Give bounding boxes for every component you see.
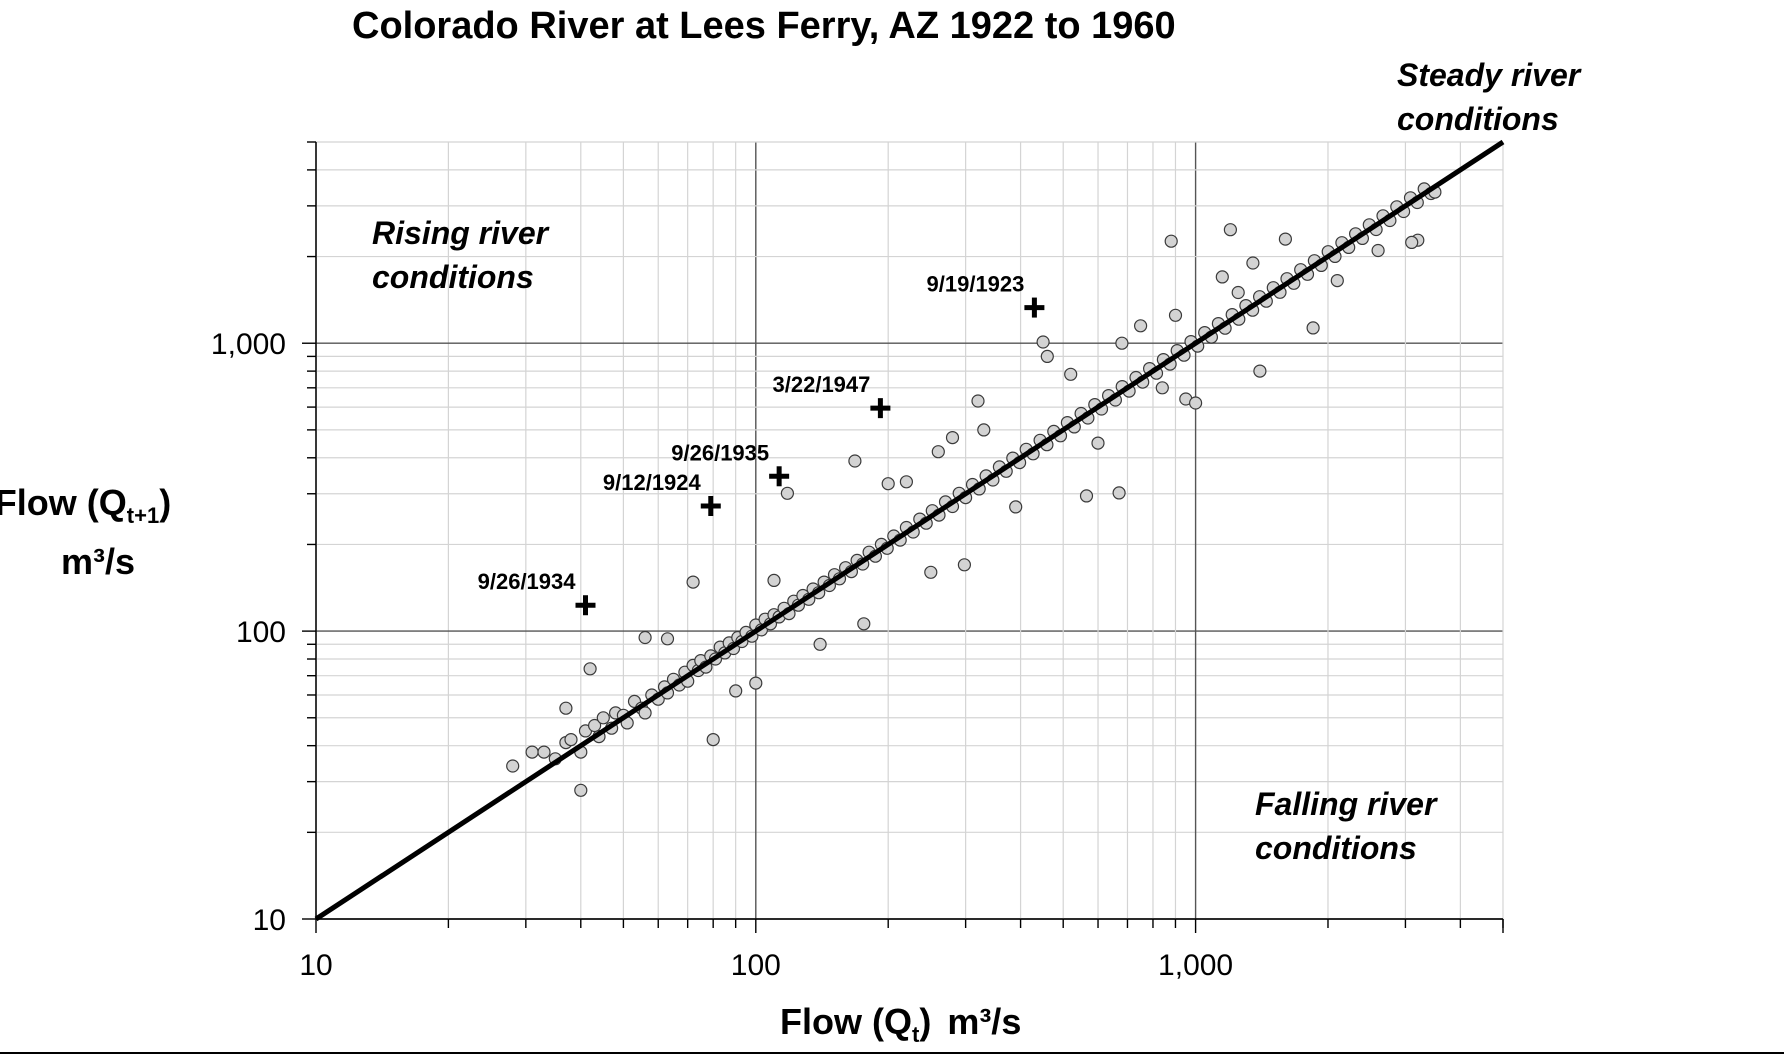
- data-point: [1306, 321, 1320, 335]
- data-point: [1009, 500, 1023, 514]
- data-point: [574, 783, 588, 797]
- data-point: [1155, 381, 1169, 395]
- data-point: [1246, 256, 1260, 270]
- event-marker: 9/26/1935: [671, 440, 790, 487]
- data-point: [924, 565, 938, 579]
- data-point: [1253, 364, 1267, 378]
- data-point: [1168, 308, 1183, 322]
- data-point: [1405, 235, 1419, 249]
- data-point: [957, 558, 972, 572]
- data-point: [506, 759, 520, 773]
- data-point: [848, 454, 862, 468]
- tick-labels: 10 100 1,000 10 100 1,000: [211, 328, 1233, 982]
- data-point: [780, 486, 795, 500]
- chart-title: Colorado River at Lees Ferry, AZ 1922 to…: [352, 5, 1176, 47]
- data-point: [537, 745, 551, 759]
- event-date-label: 9/26/1935: [671, 440, 769, 465]
- data-point: [1231, 285, 1245, 300]
- data-point: [1064, 367, 1078, 381]
- data-point: [1371, 243, 1385, 258]
- data-point: [1079, 489, 1094, 503]
- data-point: [1040, 349, 1054, 363]
- y-axis-title-unit: m³/s: [61, 541, 135, 582]
- data-point: [729, 684, 743, 698]
- data-point: [977, 423, 991, 437]
- data-point: [559, 701, 573, 715]
- event-date-label: 9/19/1923: [927, 272, 1025, 297]
- region-label-rising: Rising river conditions: [372, 215, 557, 295]
- data-point: [813, 637, 827, 651]
- x-axis-title: Flow (Qt) m³/s: [780, 1001, 1021, 1047]
- region-label-falling-line1: Falling river: [1255, 786, 1438, 822]
- region-label-steady: Steady river conditions: [1397, 57, 1589, 137]
- data-point: [638, 630, 652, 645]
- data-point: [596, 711, 610, 725]
- data-point: [564, 732, 578, 747]
- data-point: [899, 475, 914, 489]
- region-label-rising-line2: conditions: [372, 259, 534, 295]
- x-tick-label: 10: [299, 949, 332, 982]
- plot-grid: [315, 141, 1504, 920]
- region-label-steady-line1: Steady river: [1397, 57, 1582, 93]
- data-point: [945, 431, 960, 445]
- data-point: [1278, 232, 1293, 246]
- data-point: [857, 617, 871, 631]
- data-point: [1115, 336, 1129, 350]
- x-tick-label: 100: [731, 949, 781, 982]
- data-point: [1223, 223, 1238, 237]
- axes: [302, 141, 1504, 933]
- data-point: [525, 745, 539, 759]
- event-marker: 3/22/1947: [773, 372, 891, 419]
- region-label-steady-line2: conditions: [1397, 101, 1559, 137]
- event-marker: 9/12/1924: [603, 470, 721, 517]
- y-axis-title-close: ): [159, 482, 171, 523]
- event-date-label: 3/22/1947: [773, 372, 871, 397]
- x-axis-title-unit: m³/s: [947, 1001, 1021, 1042]
- data-point: [767, 573, 781, 588]
- data-point: [1036, 335, 1050, 349]
- highlighted-events: 9/19/1923 3/22/1947 9/26/1935 9/12/1924 9/26…: [478, 272, 1045, 616]
- y-tick-label: 100: [236, 616, 286, 649]
- y-tick-label: 1,000: [211, 328, 286, 361]
- x-axis-title-main: Flow (Q: [780, 1001, 912, 1042]
- x-axis-title-sub: t: [912, 1022, 920, 1047]
- data-point: [971, 394, 985, 408]
- region-label-falling-line2: conditions: [1255, 830, 1417, 866]
- data-point: [1164, 234, 1178, 248]
- y-axis-title-sub: t+1: [127, 503, 159, 528]
- data-point: [1330, 274, 1344, 288]
- data-point: [881, 477, 895, 491]
- event-marker: 9/26/1934: [478, 569, 596, 616]
- y-axis-title-main: Flow (Q: [0, 482, 127, 523]
- y-axis-title: Flow (Qt+1) m³/s: [0, 482, 181, 582]
- data-point: [1112, 486, 1126, 500]
- region-label-rising-line1: Rising river: [372, 215, 550, 251]
- data-point: [931, 445, 945, 459]
- x-axis-title-close: ): [919, 1001, 931, 1042]
- event-date-label: 9/26/1934: [478, 569, 577, 594]
- data-point: [638, 706, 652, 720]
- data-point: [706, 732, 720, 747]
- data-point: [583, 662, 597, 676]
- data-point: [660, 632, 675, 646]
- data-point: [1133, 319, 1148, 333]
- data-point: [587, 718, 602, 733]
- data-point: [686, 575, 700, 589]
- bottom-rule: [0, 1052, 1784, 1054]
- y-tick-label: 10: [253, 904, 286, 937]
- x-tick-label: 1,000: [1158, 949, 1233, 982]
- data-points: [506, 182, 1442, 797]
- data-point: [1091, 436, 1105, 450]
- event-date-label: 9/12/1924: [603, 470, 702, 495]
- data-point: [1215, 270, 1229, 284]
- data-point: [1188, 396, 1203, 410]
- region-label-falling: Falling river conditions: [1255, 786, 1445, 866]
- data-point: [749, 676, 763, 690]
- steady-conditions-line: [314, 139, 1505, 922]
- event-marker: 9/19/1923: [927, 272, 1045, 318]
